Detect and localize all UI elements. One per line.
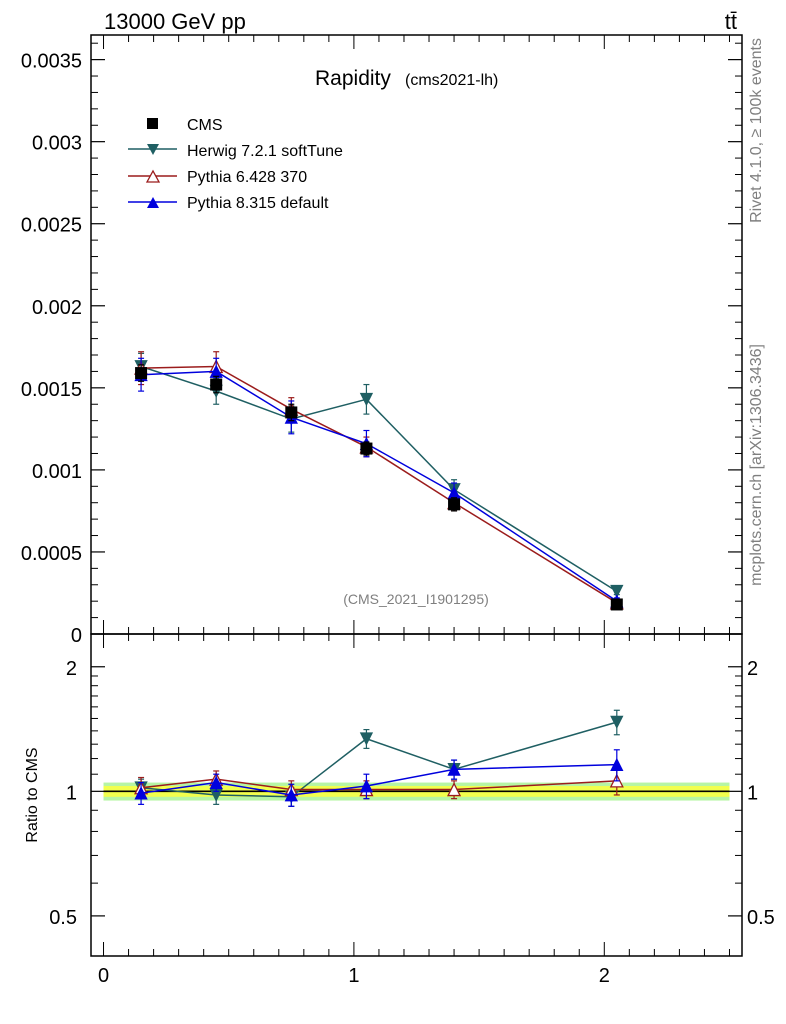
ratio-panel: 0.5 0.5 1 1 2 2 Ratio to CMS — [24, 633, 775, 957]
data-point-cms — [610, 598, 623, 611]
y-tick-label: 0.0005 — [21, 543, 82, 565]
ratio-y-tick-label-right: 2 — [747, 658, 758, 680]
y-tick-label: 0.0035 — [21, 51, 82, 73]
rivet-label: Rivet 4.1.0, ≥ 100k events — [748, 38, 765, 223]
source-label: mcplots.cern.ch [arXiv:1306.3436] — [748, 344, 765, 586]
ratio-series-pythia-8-315-default — [134, 749, 624, 807]
data-point-cms — [448, 498, 461, 511]
ratio-series-layer — [134, 709, 624, 807]
legend-label-herwig: Herwig 7.2.1 softTune — [187, 143, 343, 160]
analysis-label: (CMS_2021_I1901295) — [343, 591, 489, 607]
plot-title-sub: (cms2021-lh) — [405, 72, 498, 89]
data-point-herwig-7-2-1-softtune — [610, 584, 624, 599]
data-point-cms — [135, 367, 148, 380]
legend-label-cms: CMS — [187, 117, 223, 134]
series-pythia-6-428-370 — [134, 351, 624, 610]
y-tick-label: 0.003 — [32, 133, 82, 155]
series-line-herwig-7-2-1-softtune — [140, 365, 618, 592]
y-tick-label: 0.002 — [32, 297, 82, 319]
plot-title: Rapidity — [315, 67, 391, 90]
legend-item-herwig: Herwig 7.2.1 softTune — [128, 143, 343, 160]
legend: CMS Herwig 7.2.1 softTune Pythia 6.428 3… — [128, 117, 343, 212]
y-tick-label: 0.0015 — [21, 379, 82, 401]
energy-label: 13000 GeV pp — [104, 9, 246, 34]
ratio-point-pythia-8-315-default — [209, 775, 223, 789]
legend-marker-pythia8 — [147, 197, 159, 208]
ratio-point-pythia-6-428-370 — [447, 782, 462, 797]
ratio-point-herwig-7-2-1-softtune — [610, 715, 624, 729]
y-tick-label: 0.001 — [32, 461, 82, 483]
data-point-cms — [210, 378, 223, 391]
ratio-point-pythia-8-315-default — [134, 786, 148, 800]
y-tick-label: 0 — [71, 625, 82, 647]
series-line-pythia-8-315-default — [141, 370, 618, 602]
main-panel: Rapidity (cms2021-lh) (CMS_2021_I1901295… — [21, 34, 743, 647]
legend-label-pythia6: Pythia 6.428 370 — [187, 169, 307, 186]
ratio-axis-ticks: 0.5 0.5 1 1 2 2 — [49, 634, 775, 956]
ratio-point-herwig-7-2-1-softtune — [359, 732, 374, 746]
ratio-line-pythia-6-428-370 — [140, 778, 617, 791]
legend-label-pythia8: Pythia 8.315 default — [187, 195, 329, 212]
legend-item-cms: CMS — [147, 117, 223, 134]
legend-marker-herwig — [147, 144, 159, 155]
x-axis: 0 1 2 — [98, 965, 610, 987]
ratio-y-tick-label: 0.5 — [49, 907, 77, 929]
y-tick-label: 0.0025 — [21, 215, 82, 237]
x-tick-label: 2 — [599, 965, 610, 987]
main-series-layer — [134, 351, 624, 611]
ratio-line-herwig-7-2-1-softtune — [141, 721, 618, 798]
process-label: tt̄ — [725, 9, 737, 34]
ratio-y-tick-label-right: 1 — [747, 782, 758, 804]
ratio-frame — [90, 633, 743, 957]
ratio-y-tick-label: 1 — [66, 782, 77, 804]
series-cms — [135, 364, 623, 611]
legend-item-pythia8: Pythia 8.315 default — [128, 195, 329, 212]
data-point-cms — [360, 442, 373, 455]
ratio-point-pythia-8-315-default — [610, 757, 624, 772]
ratio-y-tick-label-right: 0.5 — [747, 907, 775, 929]
ratio-point-pythia-8-315-default — [284, 788, 298, 802]
ratio-point-pythia-8-315-default — [359, 779, 374, 793]
ratio-axis-label: Ratio to CMS — [24, 747, 41, 842]
data-point-herwig-7-2-1-softtune — [359, 392, 374, 407]
ratio-line-pythia-8-315-default — [140, 763, 617, 796]
series-line-pythia-6-428-370 — [141, 365, 618, 604]
legend-marker-cms — [147, 118, 158, 129]
x-tick-label: 0 — [98, 965, 109, 987]
data-point-cms — [285, 406, 298, 419]
x-tick-label: 1 — [348, 965, 359, 987]
ratio-y-tick-label: 2 — [66, 658, 77, 680]
main-axis-ticks: 0 0.0005 0.001 0.0015 0.002 0.0025 0.003 0.0035 — [21, 35, 742, 647]
series-pythia-8-315-default — [134, 357, 624, 608]
legend-marker-pythia6 — [145, 169, 161, 183]
ratio-point-pythia-8-315-default — [447, 762, 461, 776]
legend-item-pythia6: Pythia 6.428 370 — [128, 169, 307, 186]
